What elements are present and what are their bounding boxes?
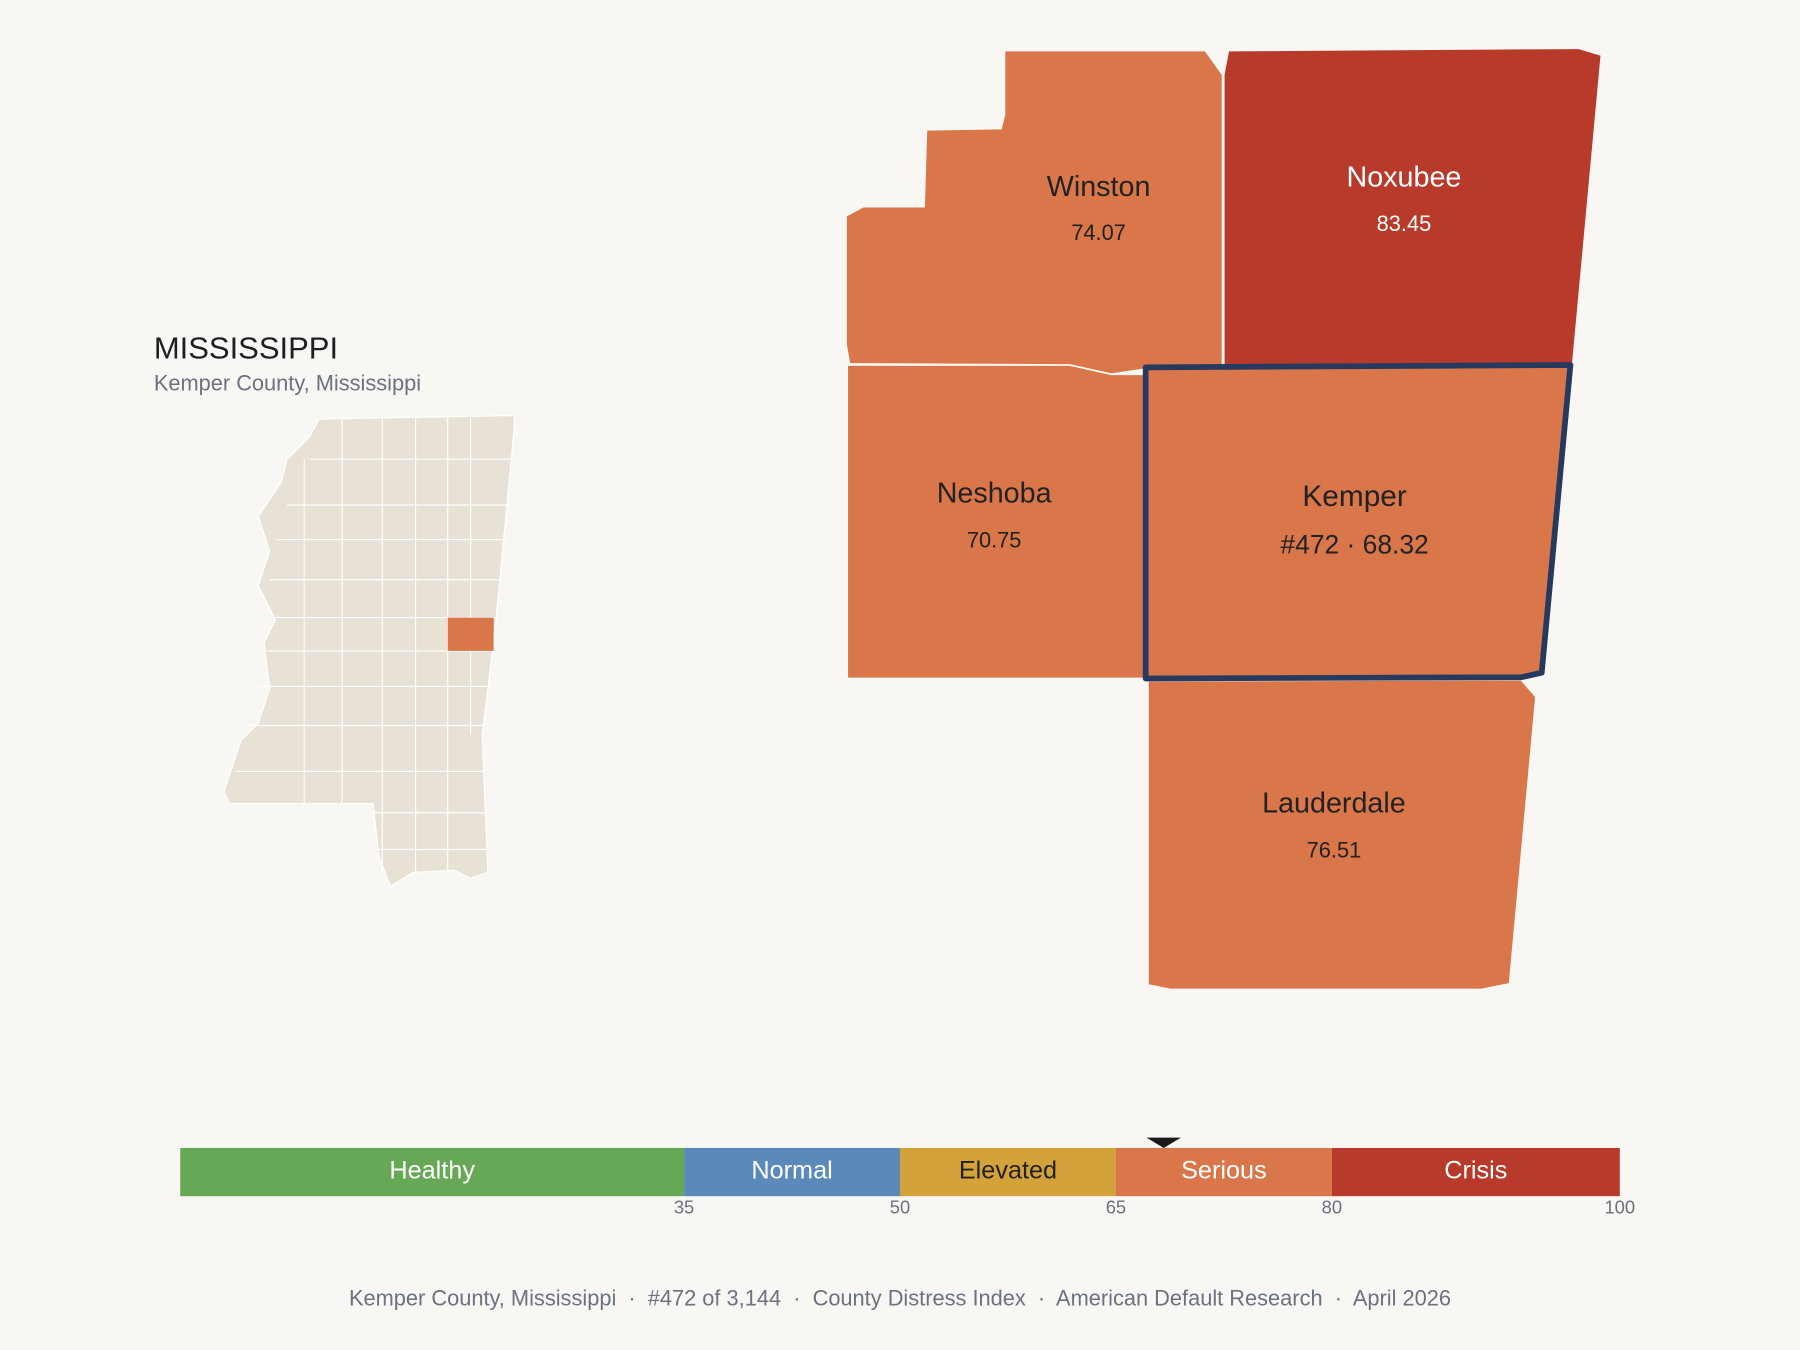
scale-tick-label: 80 <box>1322 1197 1342 1218</box>
state-map <box>223 414 515 888</box>
selected-county-locator <box>447 617 494 651</box>
county-name: Neshoba <box>937 477 1052 509</box>
state-county-lines <box>235 415 512 873</box>
scale-tick-label: 35 <box>674 1197 694 1218</box>
county-winston[interactable] <box>845 49 1224 376</box>
scale-tick-label: 100 <box>1604 1197 1635 1218</box>
county-map: Winston 74.07 Noxubee 83.45 Neshoba 70.7… <box>845 47 1603 991</box>
scale-band-label: Normal <box>751 1157 832 1185</box>
county-kemper[interactable] <box>1142 362 1574 682</box>
county-lauderdale[interactable] <box>1147 678 1537 991</box>
scale-band <box>1331 1147 1620 1197</box>
scale-band-label: Healthy <box>389 1157 475 1185</box>
county-value-label: #472 · 68.32 <box>1280 529 1428 559</box>
scale-band <box>1115 1147 1332 1197</box>
county-name: Lauderdale <box>1262 787 1406 819</box>
county-neshoba[interactable] <box>846 364 1147 680</box>
county-name: Kemper <box>1302 480 1407 513</box>
scale-band <box>684 1147 900 1197</box>
scale-band <box>180 1147 685 1197</box>
scale-tick-label: 50 <box>890 1197 910 1218</box>
state-name: MISSISSIPPI <box>154 330 338 365</box>
scale-band-label: Serious <box>1181 1157 1267 1185</box>
county-name: Noxubee <box>1347 162 1462 194</box>
scale-tick-label: 65 <box>1106 1197 1126 1218</box>
scale-band-label: Elevated <box>959 1157 1057 1185</box>
scale-marker <box>1146 1137 1181 1148</box>
state-subtitle: Kemper County, Mississippi <box>154 370 421 395</box>
county-value: 83.45 <box>1377 211 1432 236</box>
scale-band <box>900 1147 1116 1197</box>
county-value: 70.75 <box>967 528 1022 553</box>
county-name: Winston <box>1047 171 1151 203</box>
county-noxubee[interactable] <box>1222 47 1603 366</box>
footer: Kemper County, Mississippi · #472 of 3,1… <box>349 1285 1451 1310</box>
county-value: 74.07 <box>1071 220 1126 245</box>
distress-scale: Healthy Normal Elevated Serious Crisis 35 50 65… <box>180 1137 1635 1218</box>
scale-band-label: Crisis <box>1444 1157 1507 1185</box>
county-value: 76.51 <box>1307 838 1362 863</box>
